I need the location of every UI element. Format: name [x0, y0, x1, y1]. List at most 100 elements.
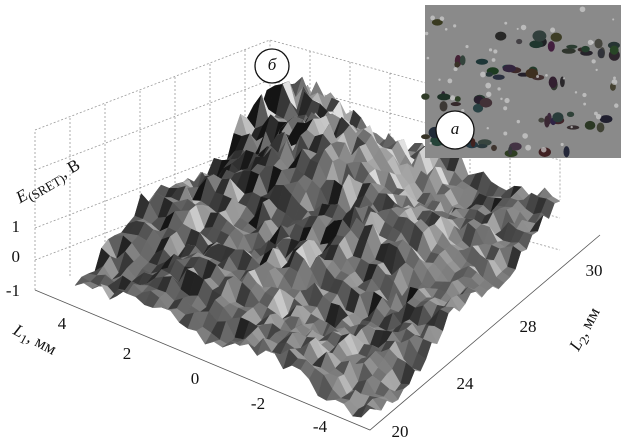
y-tick-label: 28: [520, 317, 537, 336]
photo-pit: [609, 45, 619, 55]
photo-speck: [500, 97, 503, 101]
panel-marker: [435, 110, 475, 150]
photo-speck: [594, 111, 598, 116]
photo-speck: [493, 49, 498, 54]
x-tick-label: 2: [123, 344, 132, 363]
photo-speck: [497, 87, 501, 91]
panel-marker: [254, 48, 290, 84]
photo-pit: [459, 55, 466, 66]
photo-pit: [475, 58, 489, 65]
photo-pit: [485, 72, 493, 77]
photo-pit: [476, 144, 488, 149]
photo-speck: [503, 131, 508, 136]
photo-pit: [509, 142, 522, 151]
photo-speck: [612, 18, 615, 21]
photo-speck: [591, 59, 596, 64]
photo-speck: [465, 45, 469, 49]
photo-pit: [529, 40, 543, 49]
photo-pit: [599, 115, 613, 124]
photo-pit: [552, 112, 564, 123]
photo-speck: [595, 68, 598, 72]
photo-speck: [574, 91, 578, 94]
photo-speck: [560, 142, 564, 147]
photo-speck: [595, 113, 602, 120]
z-axis-label: E(SRET), В: [12, 155, 85, 210]
panel-label: б: [268, 55, 277, 74]
x-tick-label: 0: [191, 369, 200, 388]
photo-pit: [561, 48, 576, 54]
photo-speck: [570, 125, 573, 129]
photo-speck: [488, 48, 493, 52]
photo-speck: [486, 91, 492, 98]
photo-speck: [504, 21, 508, 25]
photo-speck: [613, 76, 616, 80]
photo-pit: [508, 146, 513, 156]
photo-pit: [566, 44, 578, 49]
photo-speck: [486, 127, 489, 130]
photo-pit: [532, 30, 547, 42]
photo-speck: [504, 97, 510, 104]
photo-speck: [426, 56, 430, 60]
photo-pit: [431, 19, 443, 26]
photo-pit: [437, 93, 451, 101]
photo-speck: [587, 39, 594, 46]
photo-pit: [596, 122, 605, 133]
photo-pit: [550, 32, 562, 42]
photo-speck: [447, 78, 453, 84]
label-unit: , мм: [24, 328, 60, 359]
photo-pit: [566, 125, 580, 130]
photo-speck: [516, 119, 521, 124]
photo-pit: [472, 103, 484, 113]
photo-pit: [581, 45, 590, 53]
photo-speck: [525, 144, 532, 151]
panel-label: а: [451, 119, 460, 138]
photo-pit: [470, 138, 476, 148]
x-tick-label: 4: [58, 314, 67, 333]
photo-speck: [583, 102, 587, 106]
y-tick-label: 30: [586, 261, 603, 280]
surface-facet: [361, 404, 376, 418]
photo-pit: [538, 117, 545, 123]
z-tick-label: 0: [12, 247, 21, 266]
photo-speck: [444, 27, 448, 31]
photo-speck: [430, 15, 436, 21]
photo-speck: [516, 27, 519, 30]
y-tick-label: 24: [457, 374, 475, 393]
photo-speck: [424, 31, 429, 36]
photo-pit: [450, 101, 461, 107]
photo-speck: [550, 27, 556, 33]
photo-pit: [563, 146, 570, 158]
photo-pit: [439, 101, 448, 112]
photo-pit: [566, 111, 575, 118]
x-tick-label: -2: [251, 394, 265, 413]
photo-pit: [594, 38, 603, 49]
x-axis-label: L1, мм: [8, 320, 60, 362]
photo-pit: [502, 64, 516, 73]
photo-speck: [503, 106, 508, 111]
photo-pit: [421, 134, 431, 140]
photo-pit: [454, 61, 460, 68]
photo-speck: [522, 133, 528, 139]
photo-pit: [547, 41, 555, 52]
photo-pit: [479, 97, 493, 108]
photo-speck: [491, 58, 496, 62]
photo-speck: [449, 95, 456, 101]
photo-pit: [492, 74, 505, 80]
photo-speck: [536, 75, 540, 79]
photo-speck: [453, 24, 457, 28]
photo-speck: [520, 24, 527, 31]
photo-speck: [545, 74, 548, 77]
photo-speck: [438, 78, 441, 81]
photo-pit: [548, 76, 558, 88]
x-tick-label: -4: [313, 417, 328, 436]
photo-pit: [544, 115, 550, 128]
photo-pit: [495, 31, 507, 41]
photo-pit: [454, 96, 461, 102]
photo-speck: [429, 141, 432, 145]
photo-pit: [525, 68, 538, 79]
y-axis-label: L2, мм: [565, 304, 607, 356]
photo-pit: [597, 48, 605, 59]
y-tick-label: 20: [392, 422, 409, 441]
photo-speck: [485, 82, 492, 89]
